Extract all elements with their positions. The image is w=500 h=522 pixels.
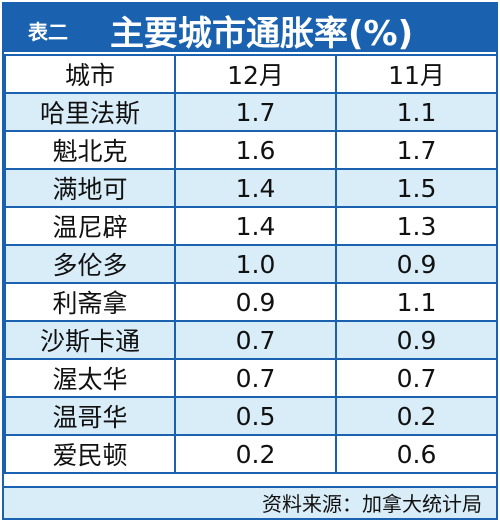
value-cell: 1.6 — [174, 130, 337, 170]
table-row: 魁北克 1.6 1.7 — [4, 130, 498, 170]
value-cell: 1.5 — [335, 168, 498, 208]
value-cell: 0.7 — [335, 358, 498, 398]
table-row: 温哥华 0.5 0.2 — [4, 396, 498, 436]
city-cell: 满地可 — [4, 168, 176, 208]
value-cell: 1.3 — [335, 206, 498, 246]
city-cell: 魁北克 — [4, 130, 176, 170]
table-row: 多伦多 1.0 0.9 — [4, 244, 498, 284]
table-row: 哈里法斯 1.7 1.1 — [4, 92, 498, 132]
city-cell: 温尼辟 — [4, 206, 176, 246]
table-row: 利斋拿 0.9 1.1 — [4, 282, 498, 322]
city-cell: 渥太华 — [4, 358, 176, 398]
title: 主要城市通胀率(%) — [110, 14, 414, 54]
value-cell: 0.9 — [335, 244, 498, 284]
value-cell: 0.6 — [335, 434, 498, 474]
value-cell: 1.4 — [174, 206, 337, 246]
table-tag: 表二 — [28, 20, 68, 44]
value-cell: 1.0 — [174, 244, 337, 284]
city-cell: 哈里法斯 — [4, 92, 176, 132]
title-bar: 表二 主要城市通胀率(%) — [4, 4, 496, 54]
value-cell: 1.7 — [335, 130, 498, 170]
city-cell: 多伦多 — [4, 244, 176, 284]
city-cell: 爱民顿 — [4, 434, 176, 474]
value-cell: 0.2 — [174, 434, 337, 474]
value-cell: 1.1 — [335, 282, 498, 322]
value-cell: 0.7 — [174, 358, 337, 398]
value-cell: 0.5 — [174, 396, 337, 436]
table-row: 爱民顿 0.2 0.6 — [4, 434, 498, 474]
value-cell: 1.1 — [335, 92, 498, 132]
table: 城市 12月 11月 哈里法斯 1.7 1.1 魁北克 1.6 1.7 满地可 1.4 1.5 温尼辟 1… — [4, 54, 498, 474]
column-header: 城市 — [4, 54, 176, 94]
value-cell: 1.7 — [174, 92, 337, 132]
table-row: 温尼辟 1.4 1.3 — [4, 206, 498, 246]
table-row: 渥太华 0.7 0.7 — [4, 358, 498, 398]
column-header: 12月 — [174, 54, 337, 94]
header-row: 城市 12月 11月 — [4, 54, 498, 94]
column-header: 11月 — [335, 54, 498, 94]
table-row: 沙斯卡通 0.7 0.9 — [4, 320, 498, 360]
city-cell: 沙斯卡通 — [4, 320, 176, 360]
value-cell: 0.9 — [335, 320, 498, 360]
value-cell: 0.9 — [174, 282, 337, 322]
table-row: 满地可 1.4 1.5 — [4, 168, 498, 208]
value-cell: 1.4 — [174, 168, 337, 208]
source-note: 资料来源：加拿大统计局 — [4, 486, 496, 518]
value-cell: 0.7 — [174, 320, 337, 360]
value-cell: 0.2 — [335, 396, 498, 436]
city-cell: 利斋拿 — [4, 282, 176, 322]
city-cell: 温哥华 — [4, 396, 176, 436]
